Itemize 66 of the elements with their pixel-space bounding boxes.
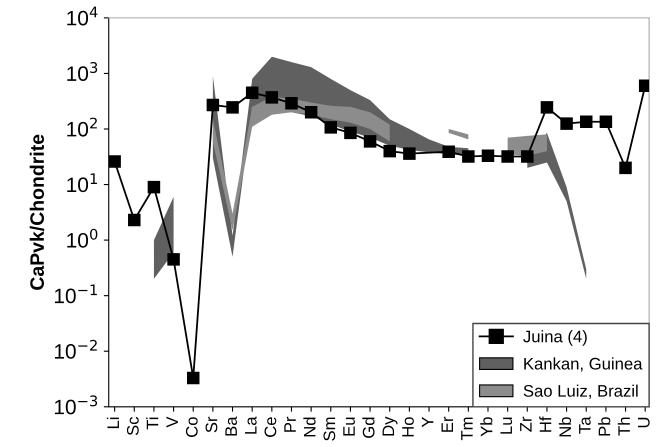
point [580,116,592,128]
x-tick-label: Nb [558,417,572,436]
x-tick-label: Dy [382,416,398,436]
x-tick-label: Lu [500,418,512,434]
x-tick-label: Co [186,417,198,437]
point [226,101,239,114]
legend-label: Juina (4) [523,330,587,346]
x-tick-label: Nd [303,418,316,436]
x-tick-label: Gd [362,418,375,438]
point [560,117,573,130]
x-tick-label: Tm [461,418,473,440]
x-tick-label: Ce [264,417,276,437]
y-tick-label: 10$^{3}$ [67,62,98,82]
point [521,150,534,163]
legend-label: Sao Luiz, Brazil [524,384,638,399]
x-tick-label: Sc [126,416,139,436]
y-tick-label: 10$^{2}$ [67,118,97,137]
point [108,155,121,168]
y-tick-label: 10$^{0}$ [67,228,98,248]
y-tick-label: 10$^{−2}$ [54,340,97,359]
point [148,180,160,194]
point [482,149,494,162]
point [246,86,258,99]
point [619,162,632,174]
point [383,144,396,158]
x-tick-label: U [638,418,650,428]
y-axis-title: CaPvk/Chondrite [30,134,44,290]
x-tick-label: La [245,416,257,434]
x-tick-label: Sm [323,418,336,441]
y-tick-label: 10$^{−1}$ [54,284,97,304]
x-tick-label: Pb [598,417,610,436]
x-tick-label: Ho [402,417,414,436]
x-tick-label: Ta [579,416,591,434]
x-tick-label: Er [442,416,453,432]
point [403,147,416,160]
point [285,97,298,110]
legend-label: Kankan, Guinea [524,357,642,372]
x-tick-label: V [166,416,178,428]
point [304,106,318,119]
x-tick-label: Zr [520,416,532,432]
point [540,101,554,114]
x-tick-label: Th [618,418,630,436]
point [501,150,514,163]
point [462,150,475,163]
point [167,253,180,266]
x-tick-label: Sr [206,416,218,432]
x-tick-label: Eu [343,418,355,436]
x-tick-label: Yb [480,417,492,437]
x-tick-label: Ba [225,416,238,436]
y-tick-label: 10$^{−3}$ [54,395,98,414]
point [442,145,455,158]
point [186,372,200,384]
y-tick-label: 10$^{1}$ [67,173,97,192]
point [344,126,357,140]
x-tick-label: Y [422,416,434,428]
point [128,214,141,226]
x-tick-label: Pr [284,416,296,432]
x-tick-label: Ti [146,418,158,430]
point [324,121,338,134]
point [600,116,612,128]
point [266,91,278,104]
point [206,98,220,112]
point [364,135,376,148]
x-tick-label: Li [106,418,119,428]
x-tick-label: Hf [539,416,552,432]
y-tick-label: 10$^{4}$ [67,6,98,26]
